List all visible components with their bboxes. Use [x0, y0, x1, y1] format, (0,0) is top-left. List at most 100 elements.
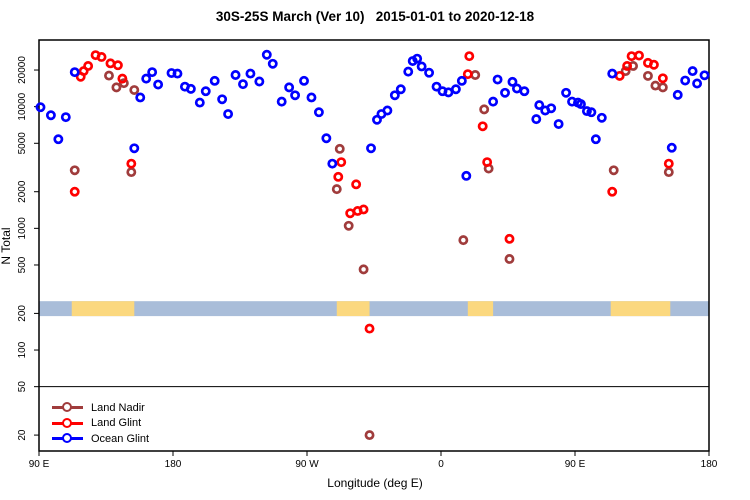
data-point-ocean-glint [461, 170, 472, 181]
x-tick-label: 90 E [565, 459, 586, 470]
data-point-land-glint [336, 157, 347, 168]
data-point-land-nadir [608, 165, 619, 176]
data-point-ocean-glint [699, 70, 710, 81]
data-point-ocean-glint [276, 96, 287, 107]
data-point-land-nadir [663, 167, 674, 178]
data-point-land-glint [462, 69, 473, 80]
data-point-ocean-glint [223, 109, 234, 119]
x-tick-label: 180 [165, 459, 182, 470]
y-tick-label: 20 [17, 429, 28, 441]
data-point-ocean-glint [666, 142, 677, 153]
data-point-land-glint [622, 61, 633, 71]
data-point-ocean-glint [153, 79, 164, 90]
data-point-ocean-glint [692, 78, 703, 89]
y-axis-title: N Total [0, 227, 13, 265]
data-point-ocean-glint [443, 87, 454, 98]
data-point-ocean-glint [586, 107, 597, 118]
land-glint-marker-icon [52, 417, 83, 429]
data-point-land-nadir [364, 430, 375, 441]
land-band-segment [467, 301, 494, 317]
data-point-ocean-glint [299, 75, 309, 86]
data-point-land-glint [663, 158, 674, 169]
data-point-land-nadir [479, 104, 490, 115]
data-point-ocean-glint [561, 87, 572, 98]
data-point-land-nadir [504, 254, 515, 264]
data-point-ocean-glint [431, 81, 442, 92]
data-point-land-nadir [111, 82, 122, 93]
data-point-land-nadir [458, 235, 469, 246]
data-point-ocean-glint [403, 66, 414, 77]
data-point-ocean-glint [596, 112, 607, 123]
legend-label: Land Nadir [91, 401, 145, 414]
data-point-ocean-glint [389, 90, 400, 101]
land-nadir-marker-icon [52, 402, 83, 413]
legend-label: Ocean Glint [91, 432, 150, 445]
data-point-land-glint [117, 73, 128, 84]
data-point-land-glint [477, 121, 488, 132]
data-point-land-nadir [334, 143, 345, 154]
legend-item-land-nadir: Land Nadir [52, 400, 149, 416]
data-point-ocean-glint [382, 105, 393, 116]
data-point-ocean-glint [546, 103, 557, 114]
data-point-ocean-glint [680, 75, 691, 86]
y-tick-label: 5000 [17, 132, 28, 155]
data-point-ocean-glint [327, 158, 338, 169]
data-point-land-nadir [470, 70, 481, 80]
y-tick-label: 200 [17, 305, 28, 322]
ocean-glint-marker-icon [52, 433, 83, 444]
data-point-ocean-glint [590, 134, 601, 145]
data-point-land-nadir [331, 184, 342, 195]
data-point-ocean-glint [492, 74, 503, 85]
legend-item-land-glint: Land Glint [52, 416, 149, 432]
data-point-ocean-glint [366, 143, 376, 154]
data-point-land-glint [96, 52, 107, 62]
data-point-ocean-glint [60, 112, 71, 123]
data-point-ocean-glint [313, 107, 324, 118]
x-axis-title: Longitude (deg E) [327, 476, 423, 490]
data-point-land-nadir [657, 82, 668, 93]
data-point-ocean-glint [185, 83, 196, 94]
data-point-ocean-glint [267, 58, 278, 69]
data-point-ocean-glint [306, 92, 317, 103]
data-point-ocean-glint [129, 143, 140, 154]
data-point-ocean-glint [395, 84, 406, 95]
land-band-segment [336, 301, 370, 317]
plot-frame [38, 39, 710, 452]
data-point-land-glint [648, 59, 659, 70]
data-point-ocean-glint [35, 102, 46, 113]
data-point-land-nadir [620, 66, 631, 77]
data-point-ocean-glint [581, 106, 592, 117]
data-point-land-nadir [69, 165, 80, 176]
data-point-ocean-glint [230, 70, 241, 80]
data-point-ocean-glint [450, 84, 461, 95]
data-point-ocean-glint [45, 110, 56, 121]
data-point-land-glint [126, 158, 137, 169]
data-point-land-glint [69, 186, 80, 197]
data-point-ocean-glint [456, 75, 467, 86]
data-point-land-glint [364, 323, 375, 334]
data-point-land-glint [504, 233, 515, 244]
data-point-land-nadir [343, 220, 354, 231]
data-point-ocean-glint [500, 87, 510, 98]
data-point-ocean-glint [424, 67, 435, 78]
data-point-land-glint [657, 73, 668, 84]
data-point-ocean-glint [217, 94, 228, 105]
data-point-ocean-glint [147, 67, 158, 78]
legend-item-ocean-glint: Ocean Glint [52, 431, 149, 447]
data-point-ocean-glint [245, 68, 256, 79]
y-tick-label: 10000 [17, 92, 28, 120]
data-point-ocean-glint [531, 114, 542, 125]
y-tick-label: 500 [17, 256, 28, 273]
data-point-land-nadir [126, 167, 137, 178]
data-point-ocean-glint [69, 67, 80, 78]
land-band-segment [610, 301, 671, 317]
legend: Land Nadir Land Glint Ocean Glint [52, 400, 149, 447]
data-point-land-glint [83, 61, 94, 71]
data-point-land-glint [333, 171, 344, 182]
y-tick-label: 20000 [17, 56, 28, 84]
data-point-land-nadir [104, 70, 114, 81]
data-point-land-nadir [650, 80, 661, 91]
data-point-ocean-glint [687, 66, 698, 77]
data-point-ocean-glint [553, 119, 564, 129]
